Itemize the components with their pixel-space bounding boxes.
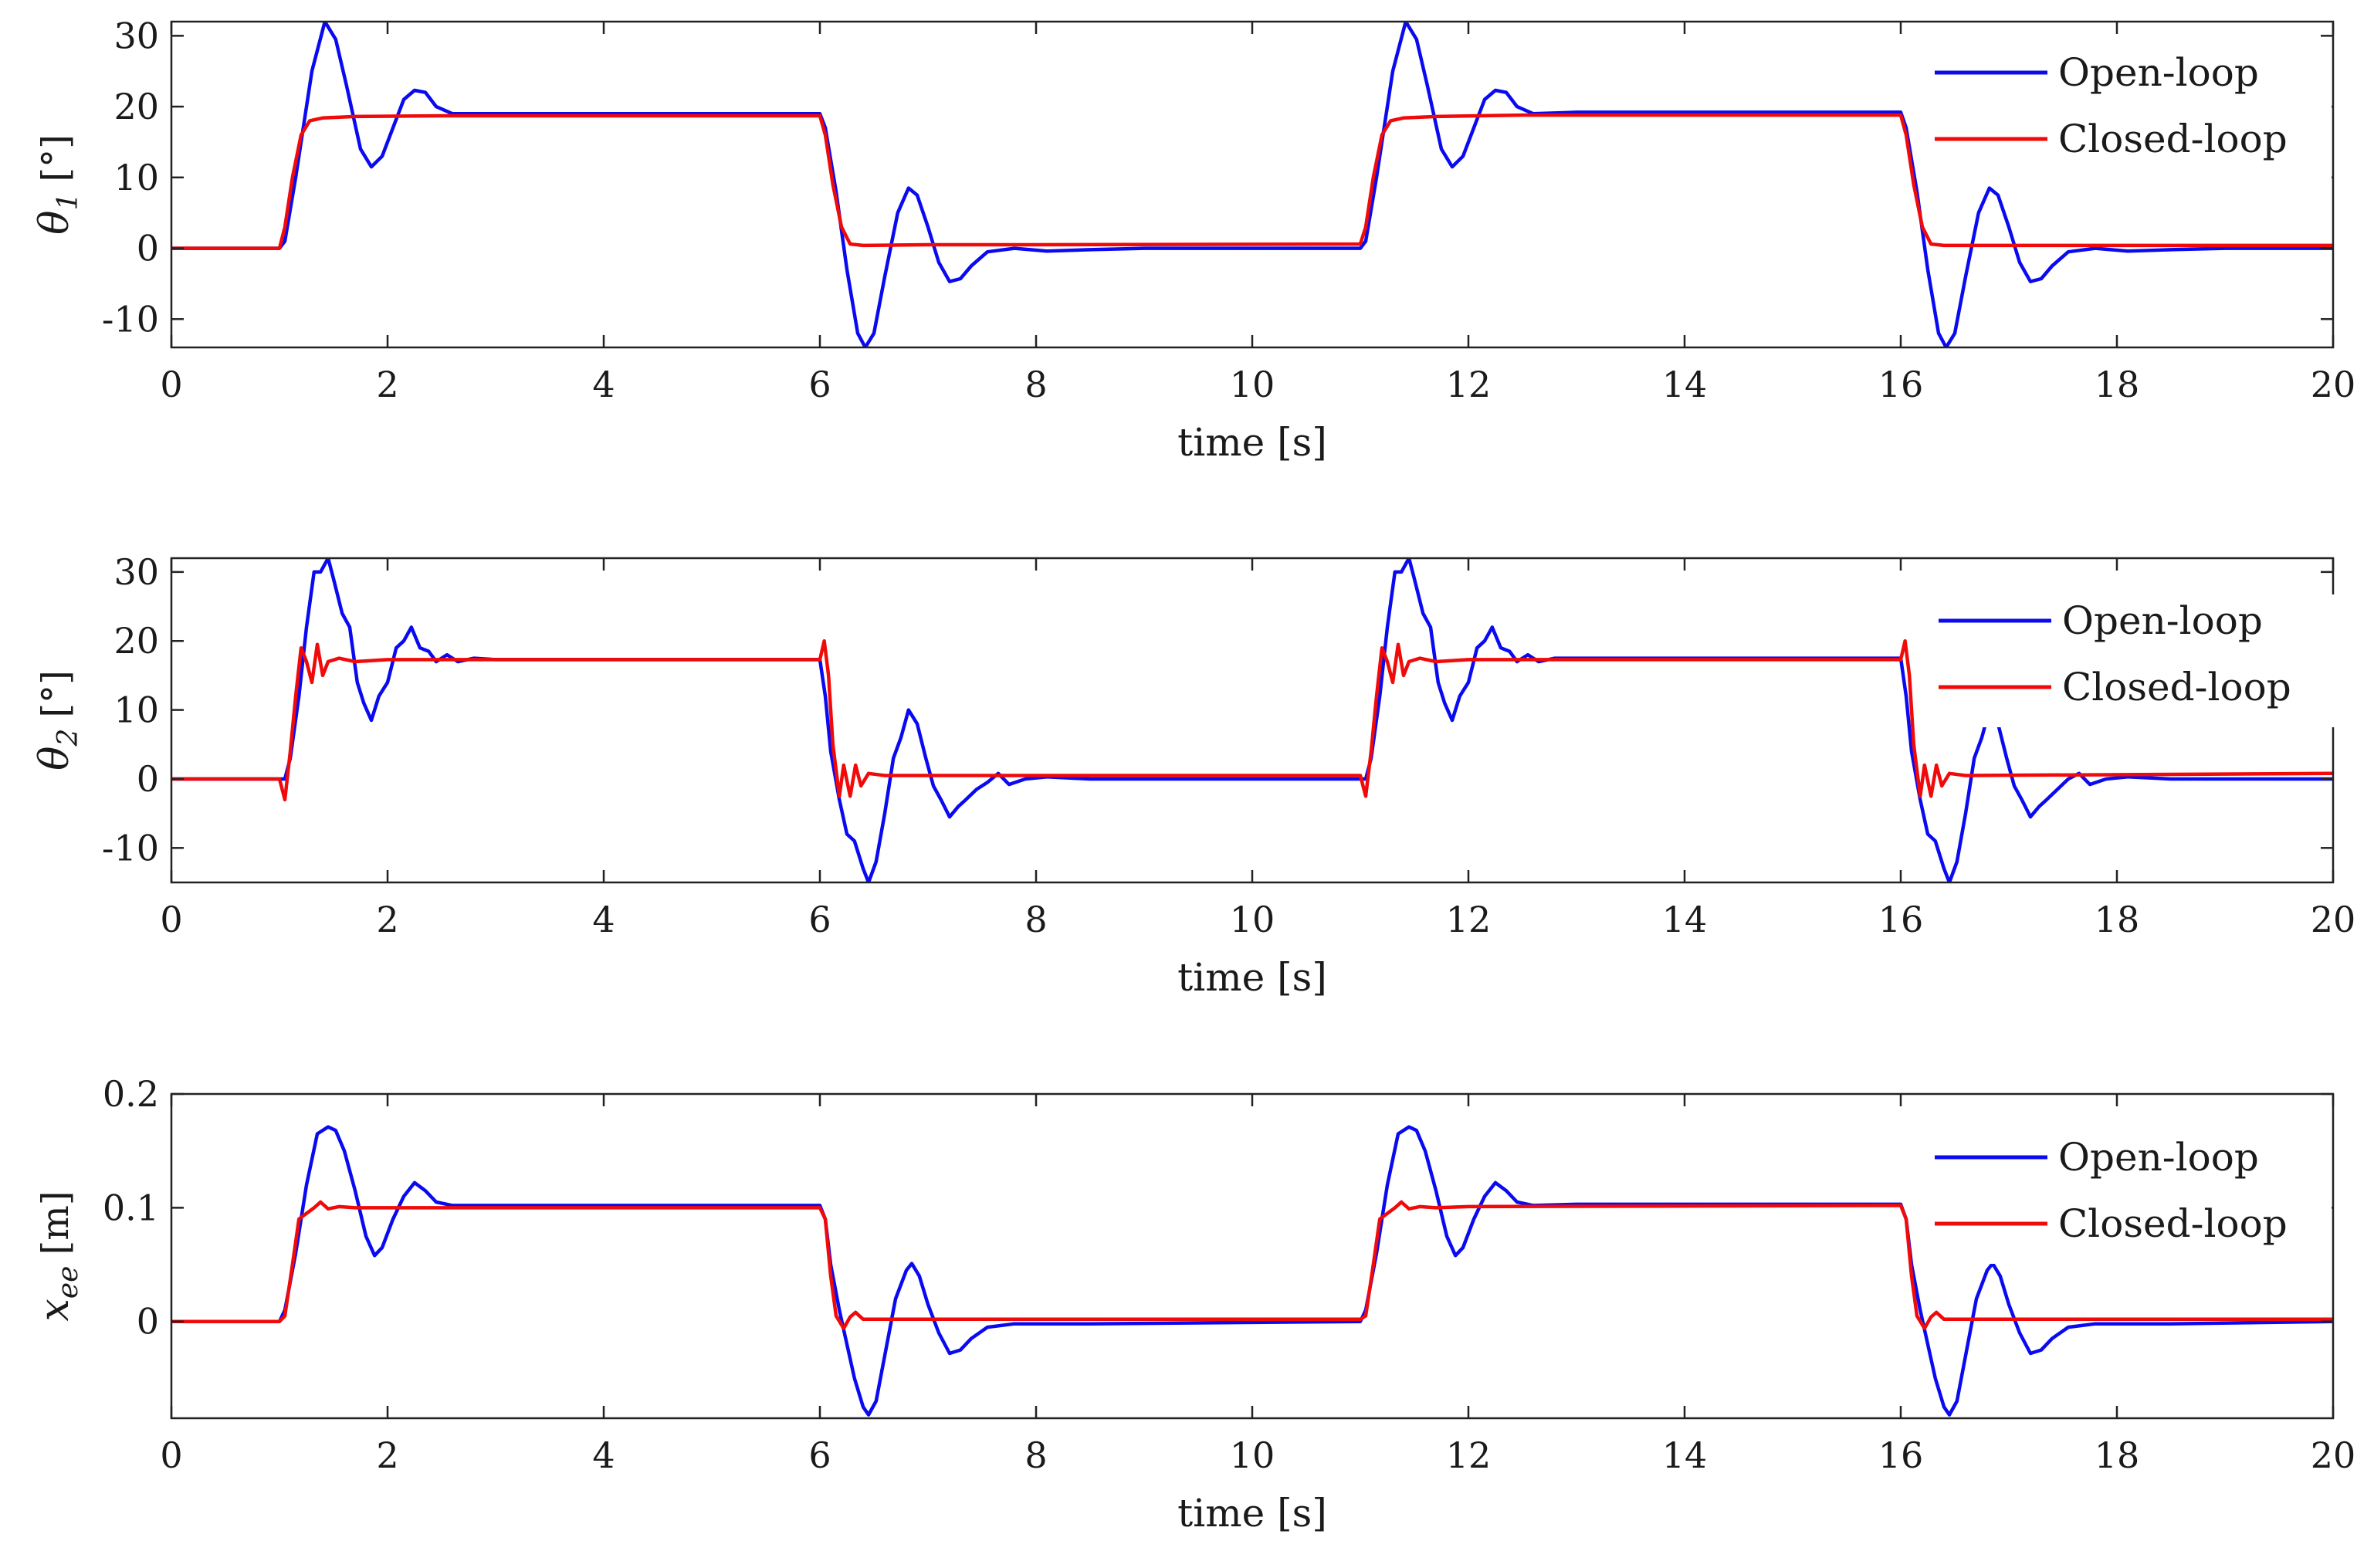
y-tick-label: 0.2: [103, 1073, 159, 1115]
y-tick-label: 30: [113, 551, 159, 593]
y-tick-label: 20: [113, 620, 159, 662]
series-line-closed-loop: [171, 1200, 2333, 1330]
y-tick-label: 30: [113, 15, 159, 56]
y-tick-label: 0: [137, 228, 159, 269]
x-tick-label: 6: [808, 1434, 831, 1476]
y-axis-unit: [°]: [34, 134, 77, 181]
x-tick-label: 8: [1024, 899, 1047, 940]
series-line-open-loop: [171, 1125, 2333, 1417]
chart-panel-3: 0 2 4 6 8 10 12 14 16 18 20 0 0.1 0.2 time [s] xee [m] Op…: [32, 1073, 2355, 1536]
legend-label-closed-loop: Closed-loop: [2058, 117, 2288, 161]
x-tick-label: 10: [1230, 364, 1275, 405]
y-axis-title: θ2 [°]: [32, 670, 84, 770]
x-tick-label: 18: [2095, 1434, 2140, 1476]
series-line-closed-loop: [171, 113, 2333, 250]
y-tick-label: -10: [102, 298, 159, 340]
legend: Open-loop Closed-loop: [1934, 594, 2335, 727]
x-tick-label: 2: [376, 899, 398, 940]
x-tick-label: 16: [1878, 1434, 1924, 1476]
x-tick-label: 12: [1446, 364, 1492, 405]
x-tick-label: 10: [1230, 1434, 1275, 1476]
x-tick-label: 0: [160, 1434, 182, 1476]
series-line-open-loop: [171, 558, 2333, 882]
y-axis-symbol: x: [32, 1299, 78, 1321]
y-axis-subscript: 2: [52, 729, 84, 747]
x-tick-label: 6: [808, 364, 831, 405]
x-tick-label: 2: [376, 364, 398, 405]
x-tick-label: 14: [1662, 899, 1708, 940]
x-tick-label: 0: [160, 364, 182, 405]
x-tick-label: 2: [376, 1434, 398, 1476]
x-tick-label: 16: [1878, 364, 1924, 405]
x-tick-label: 14: [1662, 364, 1708, 405]
y-axis-symbol: θ: [32, 747, 78, 770]
x-tick-label: 16: [1878, 899, 1924, 940]
x-tick-label: 18: [2095, 899, 2140, 940]
x-axis-title: time [s]: [1177, 1491, 1327, 1536]
y-tick-label: 10: [113, 157, 159, 198]
x-tick-label: 4: [592, 1434, 615, 1476]
y-tick-label: 20: [113, 86, 159, 127]
legend: Open-loop Closed-loop: [1930, 46, 2332, 179]
x-tick-label: 10: [1230, 899, 1275, 940]
x-tick-label: 20: [2311, 1434, 2356, 1476]
x-axis-title: time [s]: [1177, 420, 1327, 465]
x-tick-label: 4: [592, 899, 615, 940]
legend-label-open-loop: Open-loop: [2058, 50, 2259, 95]
y-axis-unit: [m]: [34, 1191, 77, 1255]
series-line-closed-loop: [171, 638, 2333, 802]
y-tick-label: 10: [113, 689, 159, 731]
series-line-open-loop: [171, 22, 2333, 347]
legend-label-closed-loop: Closed-loop: [2058, 1201, 2288, 1246]
y-axis-title: θ1 [°]: [32, 134, 84, 235]
y-axis-unit: [°]: [34, 670, 77, 717]
x-tick-label: 12: [1446, 1434, 1492, 1476]
x-axis-title: time [s]: [1177, 955, 1327, 1000]
x-tick-label: 4: [592, 364, 615, 405]
x-tick-label: 0: [160, 899, 182, 940]
x-tick-label: 6: [808, 899, 831, 940]
x-tick-label: 18: [2095, 364, 2140, 405]
y-axis-symbol: θ: [32, 211, 78, 235]
legend-label-closed-loop: Closed-loop: [2062, 665, 2291, 709]
x-tick-label: 8: [1024, 364, 1047, 405]
x-tick-label: 20: [2311, 364, 2356, 405]
legend: Open-loop Closed-loop: [1930, 1131, 2332, 1264]
y-axis-subscript: 1: [52, 193, 84, 211]
x-tick-label: 12: [1446, 899, 1492, 940]
y-tick-label: 0: [137, 758, 159, 800]
y-tick-label: 0.1: [103, 1187, 159, 1228]
legend-label-open-loop: Open-loop: [2058, 1135, 2259, 1180]
y-axis-subscript: ee: [52, 1266, 84, 1299]
legend-label-open-loop: Open-loop: [2062, 598, 2263, 643]
y-axis-title: xee [m]: [32, 1191, 84, 1322]
y-tick-label: -10: [102, 827, 159, 869]
x-tick-label: 20: [2311, 899, 2356, 940]
x-tick-label: 14: [1662, 1434, 1708, 1476]
y-tick-label: 0: [137, 1301, 159, 1343]
x-tick-label: 8: [1024, 1434, 1047, 1476]
